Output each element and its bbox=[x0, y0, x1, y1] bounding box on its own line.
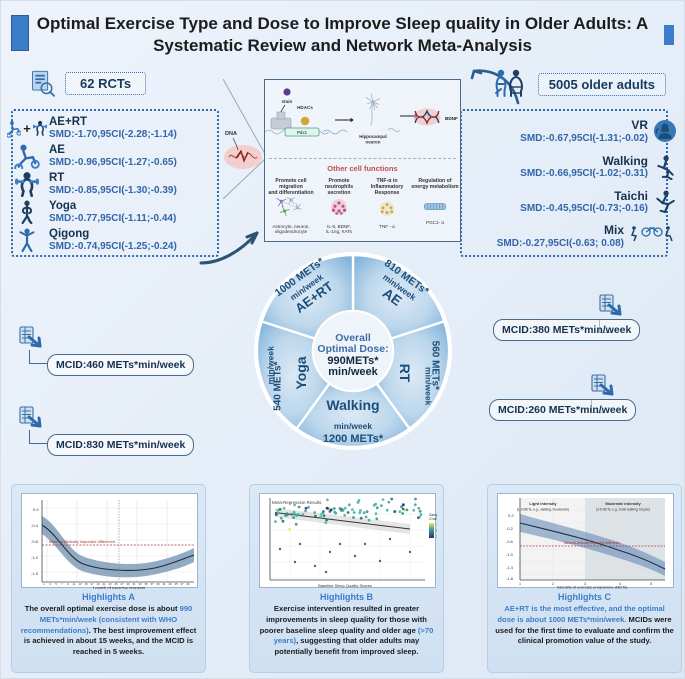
svg-text:-0.2: -0.2 bbox=[506, 526, 514, 531]
svg-text:7: 7 bbox=[61, 582, 63, 586]
svg-text:neuron: neuron bbox=[366, 140, 381, 145]
svg-text:1: 1 bbox=[519, 582, 521, 586]
svg-text:47: 47 bbox=[180, 582, 184, 586]
svg-text:43: 43 bbox=[168, 582, 172, 586]
svg-text:45: 45 bbox=[174, 582, 178, 586]
svg-text:HDACs: HDACs bbox=[297, 105, 313, 110]
svg-text:-0.4: -0.4 bbox=[31, 523, 39, 528]
svg-text:-0.6: -0.6 bbox=[506, 539, 514, 544]
svg-text:Length of exercise program: Length of exercise program bbox=[93, 586, 146, 590]
svg-text:49: 49 bbox=[186, 582, 190, 586]
svg-text:11: 11 bbox=[73, 582, 76, 586]
svg-text:41: 41 bbox=[162, 582, 166, 586]
svg-text:30: 30 bbox=[436, 535, 437, 539]
svg-text:Moderate intensity: Moderate intensity bbox=[605, 501, 641, 506]
svg-text:5: 5 bbox=[650, 582, 652, 586]
svg-text:Yoga: Yoga bbox=[293, 356, 309, 389]
svg-text:DNA: DNA bbox=[225, 131, 237, 137]
svg-text:-1.8: -1.8 bbox=[506, 576, 514, 581]
svg-text:37: 37 bbox=[150, 582, 154, 586]
svg-text:min/week: min/week bbox=[266, 346, 276, 385]
svg-text:RT: RT bbox=[397, 364, 413, 383]
svg-text:1: 1 bbox=[43, 582, 45, 586]
svg-text:-0.8: -0.8 bbox=[31, 539, 39, 544]
svg-text:min/week: min/week bbox=[328, 366, 378, 378]
svg-text:50: 50 bbox=[436, 529, 437, 533]
svg-text:0.0: 0.0 bbox=[33, 507, 39, 512]
svg-text:39: 39 bbox=[156, 582, 160, 586]
svg-text:15: 15 bbox=[84, 582, 88, 586]
svg-text:(3-6 METs, e.g., brisk walking: (3-6 METs, e.g., brisk walking, bicycle) bbox=[596, 508, 650, 512]
svg-text:5: 5 bbox=[55, 582, 57, 586]
svg-text:9: 9 bbox=[67, 582, 69, 586]
svg-text:Hippocampal: Hippocampal bbox=[359, 134, 387, 139]
svg-text:Baseline Sleep Quality Scores: Baseline Sleep Quality Scores bbox=[318, 583, 372, 588]
svg-text:Optimal Dose:: Optimal Dose: bbox=[317, 343, 388, 355]
svg-text:Minimal clinically important d: Minimal clinically important difference bbox=[564, 541, 620, 545]
svg-text:3: 3 bbox=[49, 582, 51, 586]
svg-text:BDNF: BDNF bbox=[445, 116, 458, 121]
svg-text:2: 2 bbox=[552, 582, 554, 586]
svg-text:Minimal clinically important d: Minimal clinically important difference bbox=[49, 539, 116, 544]
svg-text:Walking: Walking bbox=[326, 397, 379, 413]
svg-text:Intensity of exercise programm: Intensity of exercise programme (METs) bbox=[557, 585, 628, 590]
svg-text:1200 METs*: 1200 METs* bbox=[323, 433, 384, 445]
svg-text:-1.0: -1.0 bbox=[31, 555, 39, 560]
svg-text:-1.4: -1.4 bbox=[506, 565, 514, 570]
svg-text:70: 70 bbox=[436, 523, 437, 527]
svg-text:stain: stain bbox=[282, 99, 293, 104]
svg-text:Characteristic: Characteristic bbox=[429, 517, 437, 521]
svg-text:(1-3 METs, e.g., walking, hous: (1-3 METs, e.g., walking, housework) bbox=[517, 508, 569, 512]
svg-text:13: 13 bbox=[78, 582, 82, 586]
svg-text:Light intensity: Light intensity bbox=[529, 501, 557, 506]
svg-text:Pdx1: Pdx1 bbox=[297, 130, 308, 135]
svg-text:min/week: min/week bbox=[424, 367, 434, 406]
svg-text:-1.5: -1.5 bbox=[31, 571, 39, 576]
svg-text:min/week: min/week bbox=[334, 421, 373, 431]
svg-text:-1.0: -1.0 bbox=[506, 552, 514, 557]
